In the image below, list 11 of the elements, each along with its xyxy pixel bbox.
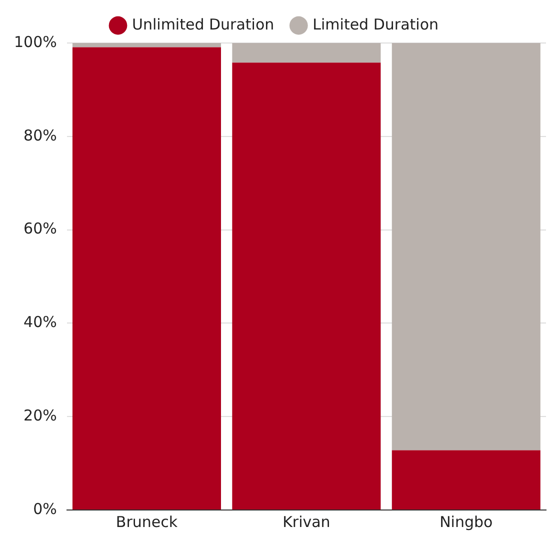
y-tick-label: 80%	[24, 126, 57, 144]
y-tick-label: 40%	[24, 313, 57, 332]
y-tick-label: 20%	[24, 406, 57, 424]
legend-label: Unlimited Duration	[132, 15, 274, 34]
y-tick-label: 0%	[33, 500, 57, 518]
x-tick-label: Krivan	[282, 512, 330, 531]
x-tick-label: Bruneck	[116, 512, 178, 531]
legend-label: Limited Duration	[312, 15, 439, 34]
y-tick-label: 60%	[24, 220, 57, 238]
y-tick-label: 100%	[14, 32, 57, 51]
x-tick-label: Ningbo	[440, 512, 493, 531]
